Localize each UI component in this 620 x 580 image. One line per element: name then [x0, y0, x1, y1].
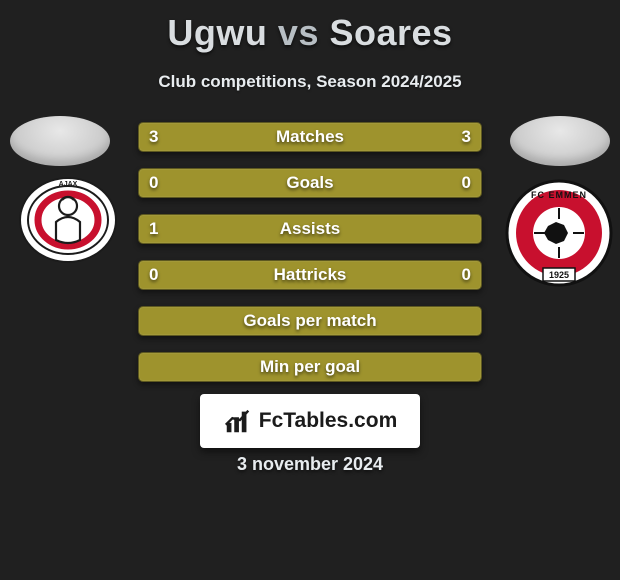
- club-right-year: 1925: [549, 270, 569, 280]
- svg-text:FC EMMEN: FC EMMEN: [531, 190, 587, 200]
- stat-value-left: 0: [149, 173, 167, 193]
- comparison-title: Ugwu vs Soares: [0, 0, 620, 54]
- stat-row: 1 Assists: [138, 214, 482, 244]
- stat-value-right: 0: [453, 173, 471, 193]
- stat-row: Min per goal: [138, 352, 482, 382]
- player1-name: Ugwu: [167, 12, 267, 53]
- stat-label: Assists: [280, 219, 340, 239]
- player1-avatar: [10, 116, 110, 166]
- fc-emmen-logo-icon: FC EMMEN 1925: [504, 178, 614, 288]
- stat-value-left: 0: [149, 265, 167, 285]
- stat-label: Goals per match: [243, 311, 376, 331]
- ajax-logo-icon: AJAX: [18, 170, 118, 270]
- vs-label: vs: [278, 12, 319, 53]
- stat-value-left: 1: [149, 219, 167, 239]
- player2-name: Soares: [329, 12, 452, 53]
- player2-avatar: [510, 116, 610, 166]
- stat-value-left: 3: [149, 127, 167, 147]
- stat-value-right: 0: [453, 265, 471, 285]
- stat-row: 0 Goals 0: [138, 168, 482, 198]
- chart-icon: [223, 406, 253, 436]
- date-label: 3 november 2024: [0, 454, 620, 475]
- stat-label: Matches: [276, 127, 344, 147]
- stat-row: 0 Hattricks 0: [138, 260, 482, 290]
- club-logo-right: FC EMMEN 1925: [504, 178, 614, 288]
- stats-panel: 3 Matches 3 0 Goals 0 1 Assists 0 Hattri…: [138, 122, 482, 398]
- stat-row: 3 Matches 3: [138, 122, 482, 152]
- stat-label: Goals: [286, 173, 333, 193]
- svg-text:AJAX: AJAX: [59, 181, 78, 188]
- stat-row: Goals per match: [138, 306, 482, 336]
- subtitle: Club competitions, Season 2024/2025: [0, 72, 620, 92]
- brand-box[interactable]: FcTables.com: [200, 394, 420, 448]
- stat-label: Min per goal: [260, 357, 360, 377]
- stat-label: Hattricks: [274, 265, 347, 285]
- club-logo-left: AJAX: [18, 170, 118, 270]
- brand-text: FcTables.com: [259, 409, 398, 433]
- stat-value-right: 3: [453, 127, 471, 147]
